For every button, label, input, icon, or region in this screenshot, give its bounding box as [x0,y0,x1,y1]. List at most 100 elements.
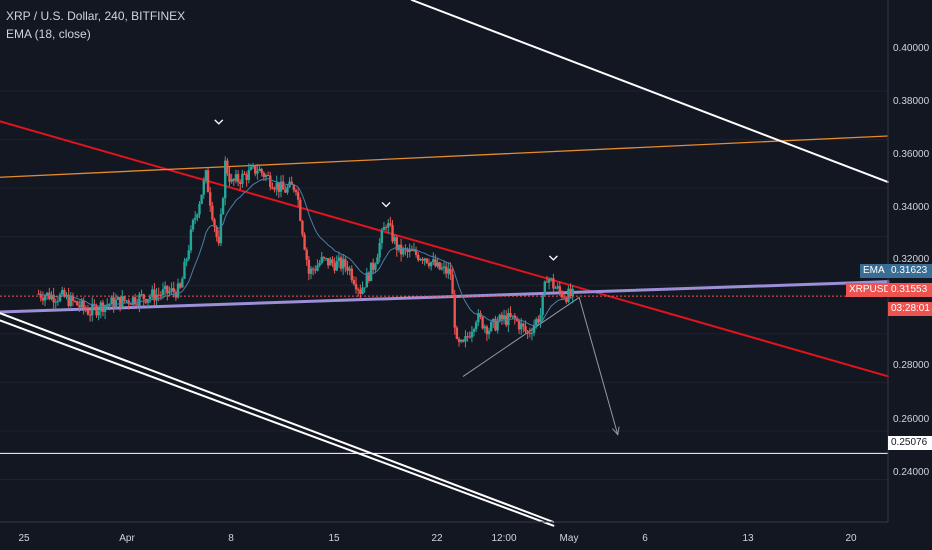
candle-body [554,287,557,289]
candle-body [395,237,399,251]
candle-body [417,254,420,261]
y-tick-label: 0.24000 [893,467,930,478]
candle-body [378,243,381,258]
candle-body [382,227,386,231]
candle-body [494,318,497,331]
candle-body [266,175,270,177]
candle-body [483,326,486,329]
candle-body [110,297,113,304]
candle-body [562,297,566,299]
candle-body [507,313,510,326]
candle-body [459,339,463,342]
candle-body [273,188,276,190]
candle-body [419,259,422,261]
candle-body [466,336,469,338]
candle-body [245,174,248,181]
candle-body [163,285,167,290]
candle-body [305,249,308,260]
candle-body [153,289,156,301]
candle-body [511,315,514,317]
candle-body [127,300,130,304]
candle-body [166,285,169,294]
candle-body [269,175,272,187]
candle-body [183,261,186,279]
candle-body [185,258,188,262]
candle-body [387,223,390,228]
candle-body [367,272,371,281]
candle-body [337,257,341,261]
chart-title: XRP / U.S. Dollar, 240, BITFINEX [6,9,186,23]
candle-body [468,336,471,338]
candle-body [374,264,377,270]
candle-body [187,250,190,259]
candle-body [520,323,523,330]
candle-body [453,294,456,328]
candle-body [477,313,480,323]
candle-body [99,302,103,312]
candle-body [509,313,512,317]
candle-body [232,179,235,181]
candle-body [191,219,195,230]
candle-body [320,256,323,264]
candle-body [264,175,268,177]
candle-body [142,294,145,300]
trendline-grey [462,296,580,377]
candle-body [249,167,253,170]
candle-body [352,279,356,284]
candle-body [88,314,92,316]
candle-body [462,339,465,342]
candle-body [357,289,360,291]
candle-body [457,338,461,342]
candle-body [436,262,439,267]
candle-body [335,260,338,271]
candle-body [414,249,418,255]
x-tick-label: 20 [845,533,857,544]
candle-body [339,257,343,269]
candle-body [202,180,205,195]
candle-body [346,266,349,271]
candle-body [556,286,559,288]
candle-body [389,223,392,226]
candle-body [286,187,289,193]
candle-body [213,219,216,227]
candle-body [552,278,555,289]
candle-body [324,258,328,260]
candle-body [303,234,306,250]
x-tick-label: 22 [431,533,443,544]
candle-body [354,283,358,290]
candle-body [434,259,437,267]
candle-body [558,286,562,292]
trendline-white [410,0,889,184]
candle-body [447,268,450,274]
trendline-white [0,319,555,527]
candle-body [517,320,521,330]
candle-body [159,294,163,296]
annotations [214,119,558,261]
candle-body [91,303,94,316]
candle-body [472,328,476,332]
candle-body [299,199,302,221]
candle-body [157,294,160,296]
candle-body [301,220,304,235]
candle-body [170,288,173,292]
candle-body [498,314,501,322]
candle-body [376,257,379,265]
candle-body [215,226,218,237]
swing-high-marker [548,255,558,261]
indicator-legend[interactable]: EMA (18, close) [6,27,91,41]
candle-body [369,262,373,281]
candle-body [449,268,452,275]
candle-body [61,290,64,295]
candle-body [196,214,199,218]
candle-body [429,262,433,267]
candle-body [535,319,538,326]
swing-high-marker [381,201,391,208]
candle-body [221,198,225,215]
y-tick-label: 0.40000 [893,43,930,54]
candle-body [101,302,105,312]
candle-body [393,237,396,242]
candle-body [365,272,368,288]
candle-body [402,248,405,255]
candle-body [560,291,564,298]
